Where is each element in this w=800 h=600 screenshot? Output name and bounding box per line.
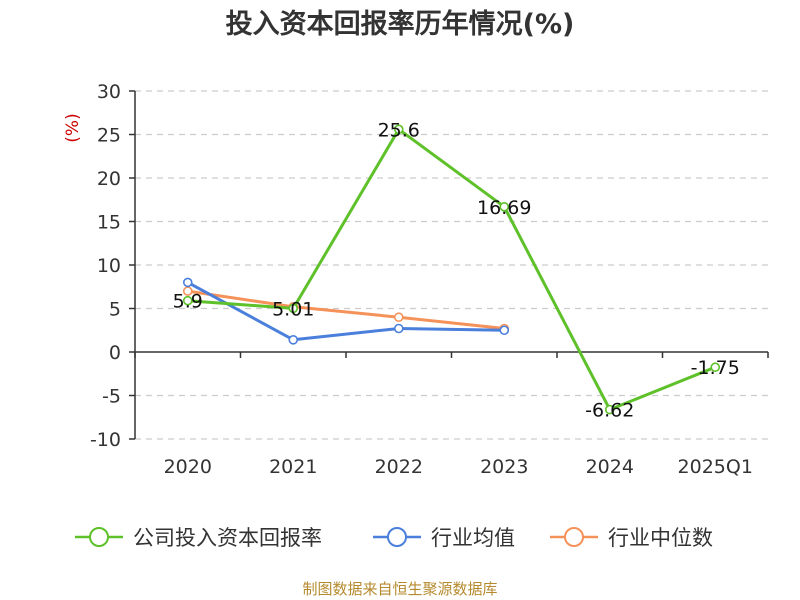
data-point[interactable]	[604, 404, 615, 415]
chart-title: 投入资本回报率历年情况(%)	[226, 8, 575, 40]
series-lines	[182, 124, 721, 415]
series-line	[187, 127, 716, 412]
series-line	[187, 281, 505, 342]
axes: 30 25 20 15 10 5 0 -5 -10 2020 2021 2022 2023 2024 202…	[90, 81, 769, 478]
legend-marker	[564, 527, 584, 547]
y-tick-label: 0	[109, 342, 121, 364]
data-labels: 5.9 5.01 25.6 16.69 -6.62 -1.75	[173, 119, 740, 421]
data-point[interactable]	[499, 325, 510, 336]
data-label: 5.01	[272, 298, 314, 320]
y-tick-label: 20	[97, 168, 121, 190]
y-tick-label: 15	[97, 212, 121, 234]
data-point[interactable]	[393, 323, 404, 334]
x-tick-label: 2021	[269, 456, 317, 478]
x-tick-label: 2024	[586, 456, 634, 478]
legend[interactable]: 公司投入资本回报率 行业均值 行业中位数	[75, 526, 713, 550]
data-point[interactable]	[288, 335, 299, 345]
x-tick-label: 2020	[164, 456, 212, 478]
data-label: -6.62	[585, 400, 634, 422]
legend-marker	[387, 527, 407, 547]
y-axis-unit-label: (%)	[63, 113, 83, 142]
data-label: 5.9	[173, 291, 203, 313]
x-tick-label: 2023	[480, 456, 528, 478]
legend-item-label[interactable]: 公司投入资本回报率	[133, 526, 322, 550]
y-tick-label: -5	[102, 386, 121, 408]
y-tick-label: -10	[90, 429, 121, 451]
legend-marker	[89, 527, 109, 547]
data-point[interactable]	[499, 201, 510, 212]
grid-lines	[135, 90, 768, 440]
source-note: 制图数据来自恒生聚源数据库	[302, 580, 497, 598]
data-label: 16.69	[477, 197, 531, 219]
data-point[interactable]	[288, 303, 299, 314]
x-tick-label: 2025Q1	[678, 456, 753, 478]
data-point[interactable]	[710, 362, 721, 373]
data-label: 25.6	[378, 119, 420, 141]
series-line	[187, 289, 505, 330]
data-point[interactable]	[182, 295, 193, 306]
data-point[interactable]	[393, 312, 404, 323]
x-tick-label: 2022	[375, 456, 423, 478]
data-label: -1.75	[691, 357, 740, 379]
legend-item-label[interactable]: 行业中位数	[608, 526, 713, 550]
y-tick-label: 5	[109, 299, 121, 321]
y-tick-label: 30	[97, 81, 121, 103]
y-tick-label: 25	[97, 125, 121, 147]
data-point[interactable]	[393, 124, 404, 135]
data-point[interactable]	[182, 277, 193, 288]
y-tick-label: 10	[97, 255, 121, 277]
legend-item-label[interactable]: 行业均值	[431, 526, 515, 550]
